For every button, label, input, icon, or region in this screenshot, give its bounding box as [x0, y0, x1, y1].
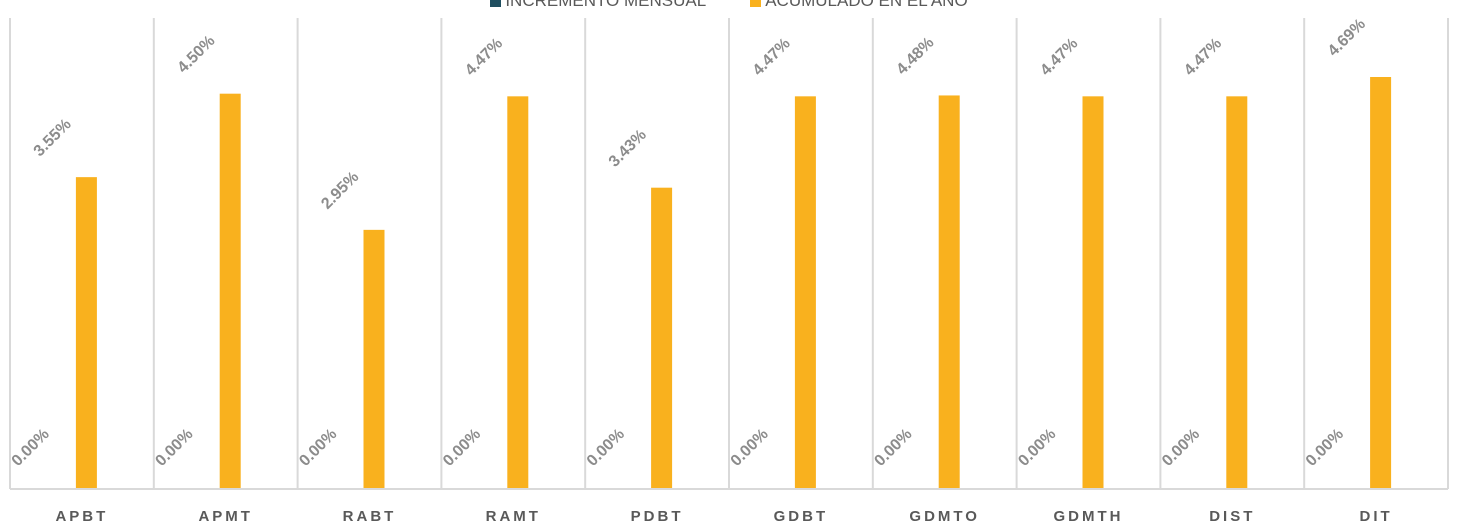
data-label-incremento: 0.00%: [1015, 426, 1059, 470]
data-label-acumulado: 2.95%: [318, 169, 362, 213]
data-label-incremento: 0.00%: [9, 426, 53, 470]
data-label-acumulado: 4.50%: [174, 32, 218, 76]
bar-acumulado-gdbt: [794, 96, 816, 489]
data-label-acumulado: 4.47%: [1037, 35, 1081, 79]
x-tick-label: GDMTO: [909, 508, 980, 525]
x-tick-label: RAMT: [486, 508, 541, 525]
data-label-incremento: 0.00%: [871, 426, 915, 470]
x-tick-label: APMT: [198, 508, 253, 525]
data-label-acumulado: 3.43%: [606, 126, 650, 170]
bar-acumulado-apbt: [75, 177, 97, 489]
data-label-acumulado: 4.47%: [750, 35, 794, 79]
legend-swatch-incremento: [490, 0, 502, 7]
data-label-incremento: 0.00%: [440, 426, 484, 470]
x-tick-label: RABT: [343, 508, 397, 525]
x-tick-label: APBT: [55, 508, 108, 525]
data-label-acumulado: 3.55%: [31, 116, 75, 160]
x-tick-label: DIT: [1360, 508, 1393, 525]
bar-acumulado-dit: [1370, 77, 1392, 489]
data-label-incremento: 0.00%: [584, 426, 628, 470]
bar-acumulado-apmt: [219, 93, 241, 490]
x-tick-label: PDBT: [631, 508, 684, 525]
legend-label-acumulado: ACUMULADO EN EL AÑO: [765, 0, 968, 10]
bar-acumulado-dist: [1226, 96, 1248, 489]
legend-label-incremento: INCREMENTO MENSUAL: [505, 0, 707, 10]
data-label-acumulado: 4.48%: [893, 34, 937, 78]
bar-acumulado-rabt: [363, 229, 385, 489]
x-tick-label: DIST: [1209, 508, 1255, 525]
x-tick-label: GDMTH: [1054, 508, 1124, 525]
x-tick-label: GDBT: [774, 508, 829, 525]
data-label-incremento: 0.00%: [728, 426, 772, 470]
chart-legend: INCREMENTO MENSUAL ACUMULADO EN EL AÑO: [0, 0, 1458, 12]
data-label-incremento: 0.00%: [296, 426, 340, 470]
legend-swatch-acumulado: [750, 0, 762, 7]
legend-item-acumulado: ACUMULADO EN EL AÑO: [750, 0, 968, 12]
bar-acumulado-pdbt: [651, 187, 673, 489]
bar-acumulado-ramt: [507, 96, 529, 489]
data-label-incremento: 0.00%: [152, 426, 196, 470]
data-label-incremento: 0.00%: [1303, 426, 1347, 470]
data-label-acumulado: 4.47%: [462, 35, 506, 79]
data-label-acumulado: 4.47%: [1181, 35, 1225, 79]
data-label-acumulado: 4.69%: [1325, 16, 1369, 60]
bar-acumulado-gdmth: [1082, 96, 1104, 489]
data-label-incremento: 0.00%: [1159, 426, 1203, 470]
bar-acumulado-gdmto: [938, 95, 960, 490]
legend-item-incremento: INCREMENTO MENSUAL: [490, 0, 706, 12]
